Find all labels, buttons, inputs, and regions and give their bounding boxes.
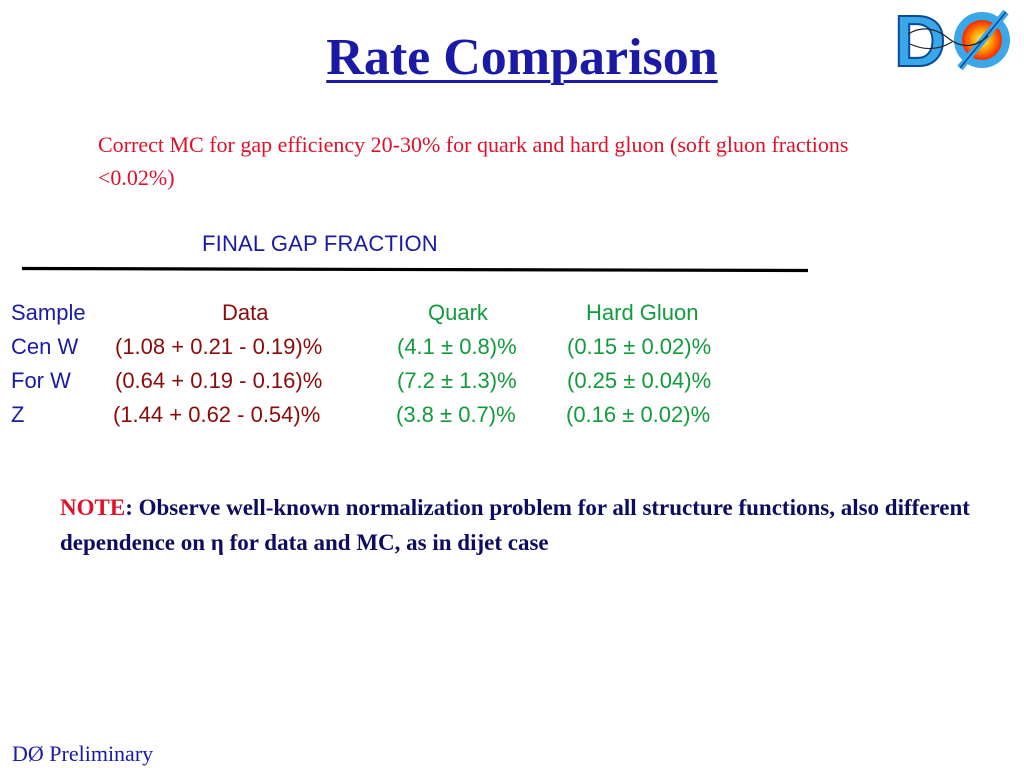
row-data-z: (1.44 + 0.62 - 0.54)% (113, 402, 321, 427)
d0-logo: D DØ (888, 4, 1010, 76)
logo-text: DØ (888, 4, 890, 5)
row-hard-gluon-for-w: (0.25 ± 0.04)% (567, 368, 712, 393)
note-text: : Observe well-known normalization probl… (60, 495, 970, 555)
note-keyword: NOTE (60, 495, 126, 520)
intro-text: Correct MC for gap efficiency 20-30% for… (98, 132, 849, 190)
table-divider (22, 266, 808, 273)
row-quark-for-w: (7.2 ± 1.3)% (397, 368, 517, 393)
row-hard-gluon-z: (0.16 ± 0.02)% (566, 402, 711, 427)
footer-preliminary: DØ Preliminary (12, 741, 154, 766)
header-hard-gluon: Hard Gluon (586, 300, 699, 325)
row-data-for-w: (0.64 + 0.19 - 0.16)% (115, 368, 323, 393)
slide-title: Rate Comparison (326, 29, 718, 86)
note-paragraph: NOTE: Observe well-known normalization p… (60, 490, 1000, 560)
row-quark-cen-w: (4.1 ± 0.8)% (397, 334, 517, 359)
row-hard-gluon-cen-w: (0.15 ± 0.02)% (567, 334, 712, 359)
svg-text:D: D (894, 4, 946, 76)
row-quark-z: (3.8 ± 0.7)% (396, 402, 516, 427)
header-data: Data (222, 300, 269, 325)
header-quark: Quark (428, 300, 488, 325)
table-title: FINAL GAP FRACTION (202, 231, 438, 256)
header-sample: Sample (11, 300, 86, 325)
row-sample-z: Z (11, 402, 25, 427)
row-data-cen-w: (1.08 + 0.21 - 0.19)% (115, 334, 323, 359)
row-sample-cen-w: Cen W (11, 334, 79, 359)
row-sample-for-w: For W (11, 368, 71, 393)
